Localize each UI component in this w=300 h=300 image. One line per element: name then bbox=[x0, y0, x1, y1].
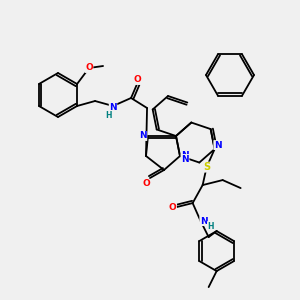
Text: N: N bbox=[214, 141, 221, 150]
Text: O: O bbox=[133, 76, 141, 85]
Text: N: N bbox=[200, 217, 208, 226]
Text: N: N bbox=[109, 103, 117, 112]
Text: H: H bbox=[105, 110, 111, 119]
Text: N: N bbox=[181, 152, 189, 160]
Text: O: O bbox=[85, 64, 93, 73]
Text: N: N bbox=[139, 131, 147, 140]
Text: H: H bbox=[207, 222, 214, 231]
Text: O: O bbox=[142, 179, 150, 188]
Text: S: S bbox=[203, 162, 210, 172]
Text: N: N bbox=[181, 154, 189, 164]
Text: O: O bbox=[169, 202, 176, 211]
